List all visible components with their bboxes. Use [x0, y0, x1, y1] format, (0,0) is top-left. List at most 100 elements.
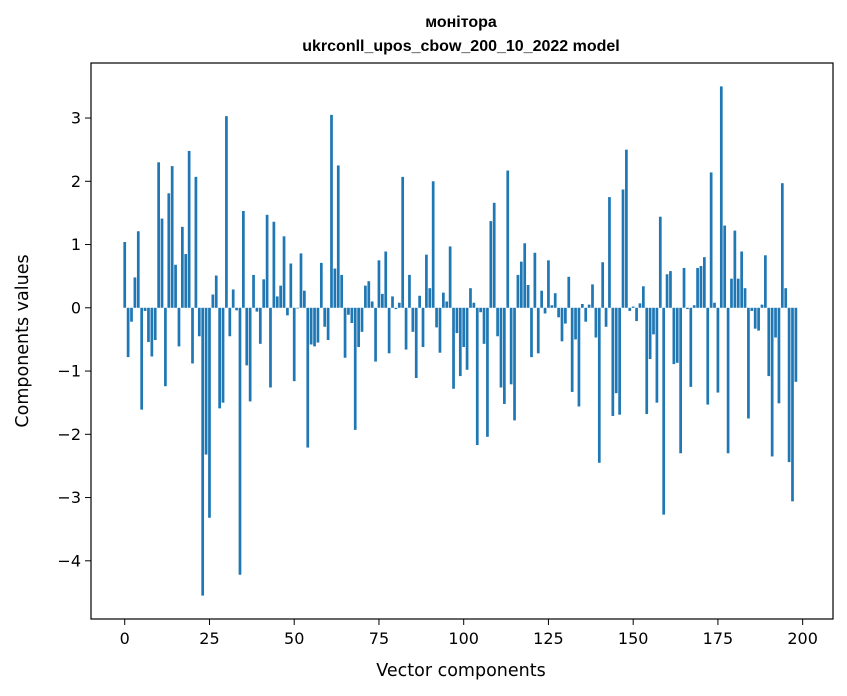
bar: [289, 263, 293, 308]
bar: [631, 306, 635, 308]
y-tick-label: −2: [57, 425, 81, 444]
bar: [750, 307, 754, 311]
bar: [126, 307, 130, 358]
bar: [658, 216, 662, 308]
bar: [435, 307, 438, 328]
bar: [350, 307, 354, 323]
bar: [560, 307, 564, 342]
y-tick-label: 1: [71, 235, 81, 254]
bar: [469, 288, 472, 308]
bar: [330, 114, 333, 308]
x-axis-label: Vector components: [376, 661, 545, 681]
bar: [564, 307, 567, 324]
bar: [238, 307, 242, 575]
bar: [360, 307, 364, 332]
y-axis-label: Components values: [13, 254, 33, 427]
bar: [309, 307, 313, 345]
bar: [394, 307, 398, 310]
bar: [194, 176, 198, 308]
bar: [648, 307, 652, 360]
bar: [692, 305, 696, 308]
plot-area-frame: [90, 62, 834, 620]
bar: [784, 288, 788, 308]
bar: [384, 251, 388, 308]
bar: [370, 301, 374, 308]
y-tick-label: −1: [57, 362, 81, 381]
bar: [591, 284, 594, 308]
bar: [275, 296, 279, 308]
bar: [587, 304, 591, 308]
x-tick-label: 100: [448, 629, 479, 648]
bar: [316, 307, 320, 343]
bar: [445, 301, 449, 308]
bar: [506, 170, 510, 308]
bar: [499, 307, 503, 388]
y-tick-label: 3: [71, 109, 81, 128]
bar: [567, 276, 571, 308]
x-tick-label: 75: [369, 629, 389, 648]
bar: [191, 307, 194, 364]
bar: [225, 116, 228, 308]
bar: [401, 176, 405, 308]
bar: [696, 267, 699, 308]
bar: [313, 307, 316, 347]
bar: [292, 307, 296, 382]
bar: [652, 307, 655, 335]
bar: [543, 307, 547, 314]
bar: [458, 307, 462, 377]
bar: [462, 307, 466, 348]
bar: [516, 274, 520, 308]
bar: [553, 293, 557, 308]
bar: [550, 305, 554, 308]
bar: [621, 189, 625, 308]
bar: [736, 278, 740, 308]
bar: [713, 302, 716, 308]
bar: [570, 307, 574, 392]
bar: [177, 307, 181, 347]
bar: [628, 307, 632, 311]
bar: [597, 307, 601, 463]
x-axis: 0 25 50 75 100 125 150 175 200: [120, 619, 818, 648]
bar: [519, 261, 523, 308]
bar: [414, 307, 418, 378]
bar: [265, 214, 269, 308]
bar: [513, 307, 516, 421]
bar: [486, 307, 489, 437]
bar: [638, 303, 642, 308]
bar: [730, 278, 733, 308]
bar: [391, 296, 394, 308]
bar: [618, 307, 621, 415]
bar: [452, 307, 455, 389]
bar: [523, 243, 527, 308]
bar: [655, 307, 659, 403]
bar: [699, 266, 703, 308]
bar: [726, 307, 730, 454]
bar: [536, 307, 540, 354]
bar: [242, 211, 245, 308]
bar: [231, 289, 235, 308]
x-tick-label: 125: [533, 629, 564, 648]
bar: [306, 307, 310, 448]
bar: [540, 290, 544, 308]
x-tick-label: 50: [284, 629, 304, 648]
bar: [496, 307, 499, 337]
bar: [780, 183, 784, 308]
bar: [170, 166, 174, 308]
bar: [357, 307, 360, 348]
bar: [580, 304, 584, 308]
bar: [340, 274, 344, 308]
x-tick-label: 200: [787, 629, 818, 648]
bar: [133, 277, 137, 308]
bar: [492, 202, 496, 308]
bars-group: [123, 86, 798, 596]
bar: [303, 290, 306, 308]
bar: [448, 246, 452, 308]
bar: [353, 307, 357, 430]
bar: [248, 307, 252, 402]
x-tick-label: 150: [618, 629, 649, 648]
y-tick-label: 2: [71, 172, 81, 191]
bar: [709, 172, 713, 308]
bar: [733, 230, 737, 308]
y-tick-label: 0: [71, 298, 81, 317]
bar: [760, 304, 764, 308]
